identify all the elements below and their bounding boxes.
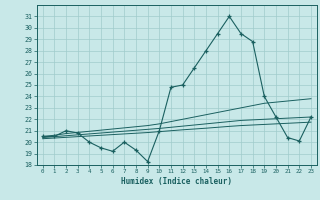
X-axis label: Humidex (Indice chaleur): Humidex (Indice chaleur) bbox=[121, 177, 232, 186]
